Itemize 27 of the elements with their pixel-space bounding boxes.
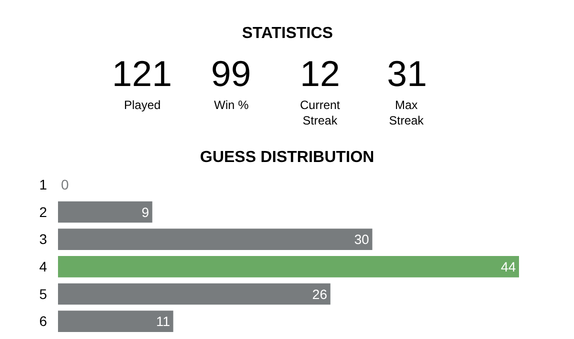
bar bbox=[58, 201, 152, 223]
y-tick-label: 6 bbox=[39, 313, 48, 330]
bar bbox=[58, 310, 174, 332]
data-label: 9 bbox=[142, 204, 150, 220]
text: Win % bbox=[214, 98, 249, 112]
data-label: 30 bbox=[354, 232, 370, 248]
text: 12 bbox=[300, 53, 340, 94]
y-tick-label: 3 bbox=[39, 231, 48, 248]
y-tick-label: 1 bbox=[39, 176, 48, 193]
text: Current Streak bbox=[300, 98, 341, 128]
text: Played bbox=[124, 98, 161, 112]
text: 121 bbox=[112, 53, 172, 94]
bar bbox=[58, 256, 519, 278]
text: STATISTICS bbox=[242, 25, 334, 42]
bar bbox=[58, 228, 372, 250]
text: 99 bbox=[211, 53, 252, 94]
data-label: 11 bbox=[156, 314, 170, 330]
y-tick-label: 2 bbox=[39, 204, 48, 220]
y-tick-label: 5 bbox=[39, 286, 48, 302]
data-label: 26 bbox=[312, 286, 328, 302]
y-tick-label: 4 bbox=[39, 258, 48, 275]
text: Max Streak bbox=[389, 98, 425, 128]
data-label: 0 bbox=[61, 176, 69, 193]
text: 31 bbox=[387, 53, 428, 94]
data-label: 44 bbox=[500, 259, 516, 274]
bar bbox=[58, 283, 330, 305]
chart-title: GUESS DISTRIBUTION bbox=[200, 149, 374, 166]
